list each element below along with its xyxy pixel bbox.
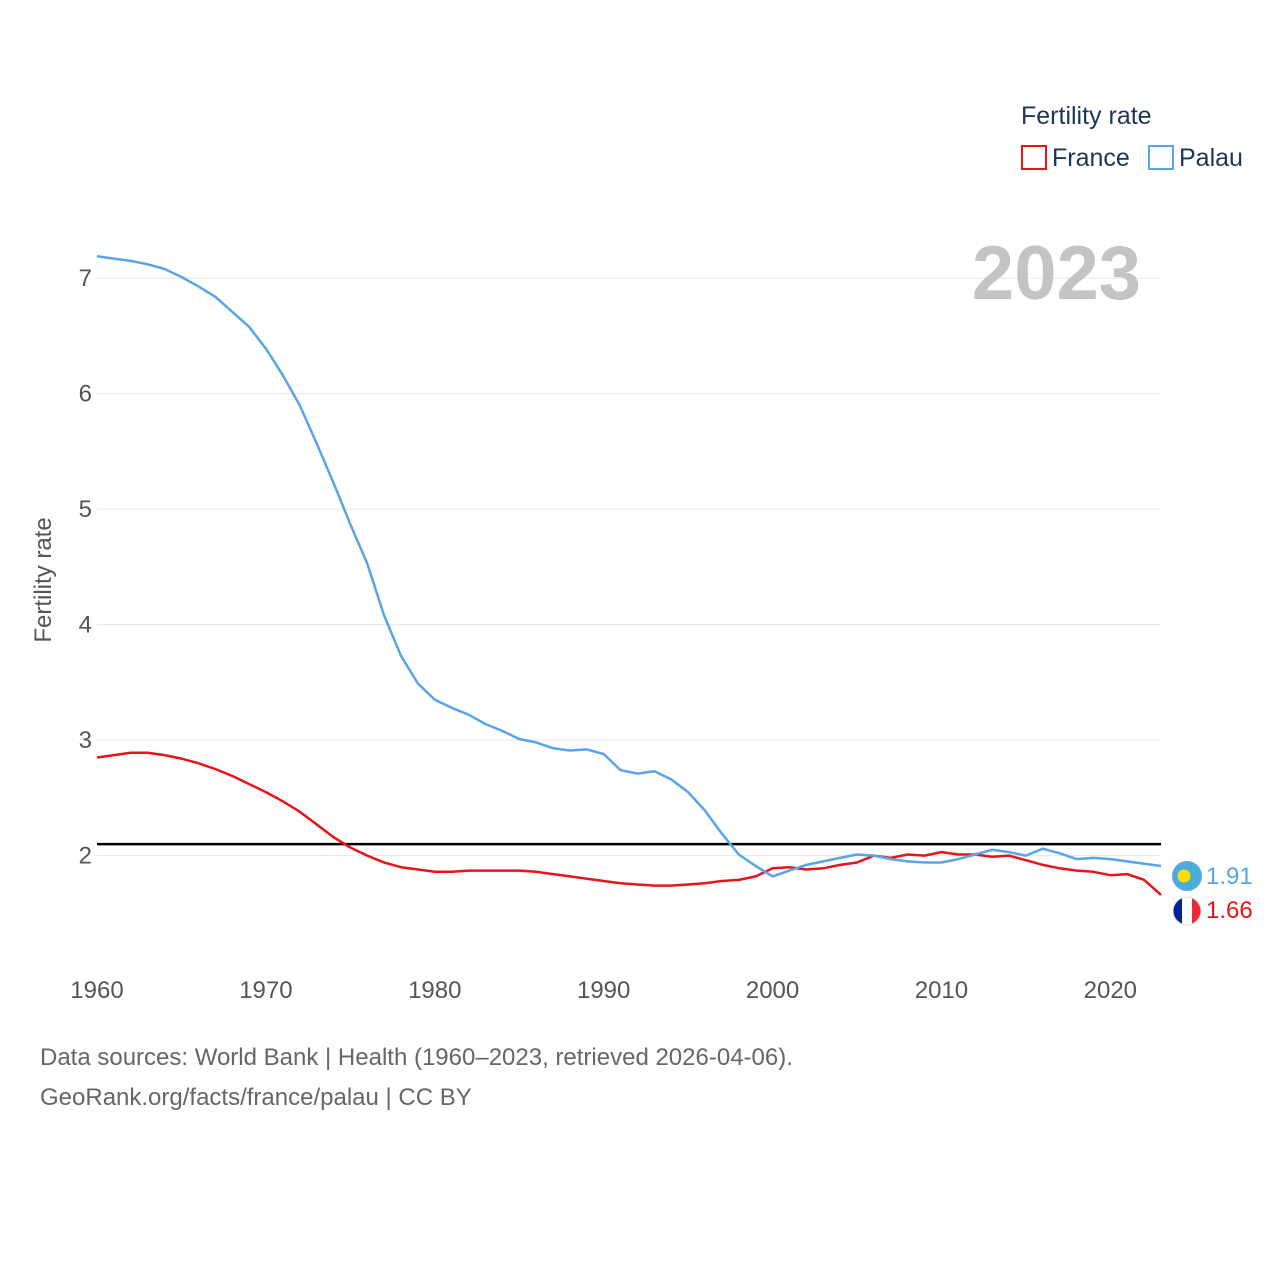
legend-item-france[interactable]: France xyxy=(1021,144,1130,172)
y-tick-label-7: 7 xyxy=(79,265,92,292)
footer-credit: GeoRank.org/facts/france/palau | CC BY xyxy=(40,1084,472,1111)
france-end-marker: 1.66 xyxy=(1172,896,1253,926)
france-flag-icon xyxy=(1173,897,1201,925)
y-tick-label-3: 3 xyxy=(79,727,92,754)
palau-end-marker: 1.91 xyxy=(1172,861,1253,891)
series-line-france xyxy=(96,751,1162,896)
legend-item-palau[interactable]: Palau xyxy=(1148,144,1243,172)
france-end-value-label: 1.66 xyxy=(1206,897,1253,924)
footer-sources: Data sources: World Bank | Health (1960–… xyxy=(40,1044,793,1071)
y-axis-title: Fertility rate xyxy=(30,517,57,642)
x-tick-label-1980: 1980 xyxy=(408,977,461,1004)
series-lines xyxy=(96,255,1162,896)
legend-swatch-palau xyxy=(1148,145,1174,170)
x-tick-label-2010: 2010 xyxy=(915,977,968,1004)
y-axis: 2 3 4 5 6 7 xyxy=(79,265,92,869)
y-tick-label-4: 4 xyxy=(79,612,92,639)
x-tick-label-2020: 2020 xyxy=(1084,977,1137,1004)
grid xyxy=(97,277,1161,857)
year-label: 2023 xyxy=(972,231,1141,316)
y-tick-label-5: 5 xyxy=(79,496,92,523)
series-line-palau xyxy=(96,255,1162,878)
palau-flag-icon xyxy=(1173,862,1201,890)
x-axis: 1960 1970 1980 1990 2000 2010 2020 xyxy=(70,977,1137,1004)
x-tick-label-1960: 1960 xyxy=(70,977,123,1004)
legend-label-france: France xyxy=(1052,144,1130,172)
y-tick-label-2: 2 xyxy=(79,843,92,870)
legend: Fertility rate France Palau xyxy=(1021,102,1243,172)
palau-end-value-label: 1.91 xyxy=(1206,863,1253,890)
x-tick-label-2000: 2000 xyxy=(746,977,799,1004)
legend-title: Fertility rate xyxy=(1021,102,1152,130)
x-tick-label-1970: 1970 xyxy=(239,977,292,1004)
x-tick-label-1990: 1990 xyxy=(577,977,630,1004)
y-tick-label-6: 6 xyxy=(79,381,92,408)
legend-swatch-france xyxy=(1021,145,1047,170)
legend-label-palau: Palau xyxy=(1179,144,1243,172)
